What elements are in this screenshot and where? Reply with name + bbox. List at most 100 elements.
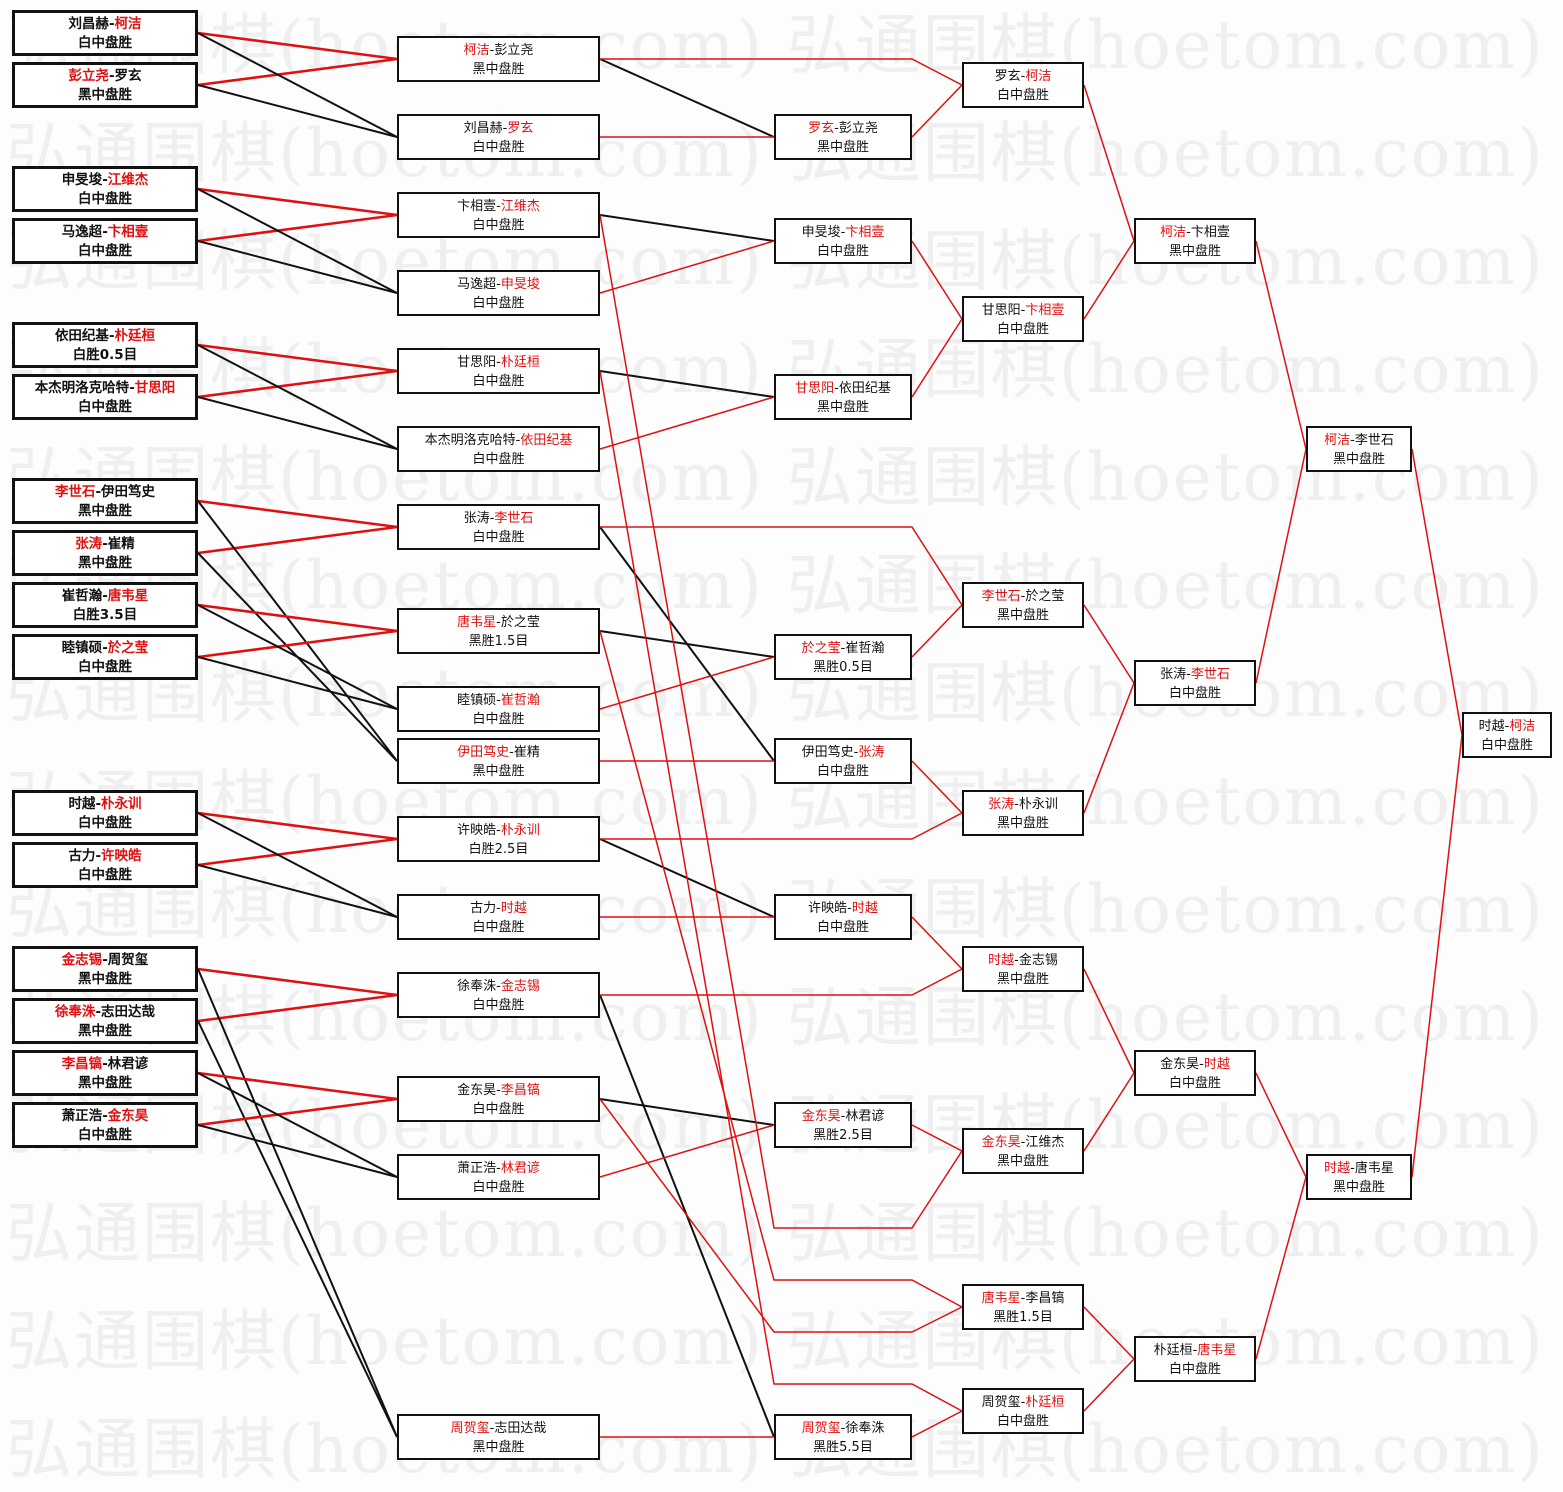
player-2: 时越 xyxy=(500,901,527,916)
winner-connector xyxy=(599,656,775,710)
match-players: 甘思阳-依田纪基 xyxy=(776,379,910,398)
separator: - xyxy=(1020,589,1026,604)
player-1: 李世石 xyxy=(981,589,1021,604)
match-result: 黑胜1.5目 xyxy=(468,634,529,649)
match-result: 白中盘胜 xyxy=(78,867,132,883)
loser-connector xyxy=(197,344,398,450)
player-2: 罗玄 xyxy=(114,68,142,84)
match-result: 白中盘胜 xyxy=(472,1102,525,1117)
player-1: 柯洁 xyxy=(463,43,490,58)
winner-connector xyxy=(911,916,963,970)
player-1: 古力 xyxy=(470,901,497,916)
winner-connector xyxy=(197,1097,398,1127)
match-players: 张涛-李世石 xyxy=(399,509,598,528)
winner-connector xyxy=(599,396,775,450)
match-players: 李世石-伊田笃史 xyxy=(15,483,195,502)
match-result: 黑中盘胜 xyxy=(78,555,132,571)
separator: - xyxy=(840,1109,846,1124)
player-1: 睦镇硕 xyxy=(457,693,497,708)
match-box: 周贺玺-志田达哉 黑中盘胜 xyxy=(397,1414,600,1460)
player-2: 卞相壹 xyxy=(1190,225,1230,240)
winner-connector xyxy=(911,604,963,658)
match-box: 李世石-於之莹 黑中盘胜 xyxy=(962,582,1084,628)
loser-connector xyxy=(197,84,398,138)
separator: - xyxy=(102,640,108,656)
match-result: 黑中盘胜 xyxy=(1332,1180,1385,1195)
player-2: 志田达哉 xyxy=(494,1421,547,1436)
player-2: 李世石 xyxy=(1190,667,1230,682)
match-players: 古力-时越 xyxy=(399,899,598,918)
match-players: 睦镇硕-崔哲瀚 xyxy=(399,691,598,710)
match-box: 罗玄-柯洁 白中盘胜 xyxy=(962,62,1084,108)
match-box: 柯洁-卞相壹 黑中盘胜 xyxy=(1134,218,1256,264)
match-players: 甘思阳-朴廷桓 xyxy=(399,353,598,372)
match-box: 金东昊-江维杰 黑中盘胜 xyxy=(962,1128,1084,1174)
match-players: 於之莹-崔哲瀚 xyxy=(776,639,910,658)
match-box: 甘思阳-依田纪基黑中盘胜 xyxy=(774,374,912,420)
separator: - xyxy=(95,848,102,864)
match-box: 时越-唐韦星 黑中盘胜 xyxy=(1306,1154,1412,1200)
player-2: 依田纪基 xyxy=(520,433,573,448)
winner-connector xyxy=(911,1124,963,1152)
player-1: 时越 xyxy=(988,953,1015,968)
winner-connector xyxy=(911,84,963,138)
winner-connector xyxy=(600,58,963,86)
match-result: 白中盘胜 xyxy=(78,659,132,675)
match-result: 黑中盘胜 xyxy=(816,400,869,415)
winner-connector xyxy=(1083,604,1135,684)
player-1: 徐奉洙 xyxy=(457,979,497,994)
player-1: 金东昊 xyxy=(981,1135,1021,1150)
match-players: 唐韦星-李昌镐 xyxy=(964,1289,1082,1308)
separator: - xyxy=(1020,1291,1026,1306)
match-result: 黑胜0.5目 xyxy=(813,660,873,675)
winner-connector xyxy=(1411,448,1463,736)
match-players: 徐奉洙-金志锡 xyxy=(399,977,598,996)
winner-connector xyxy=(1255,1176,1307,1360)
separator: - xyxy=(496,901,501,916)
match-players: 李昌镐-林君谚 xyxy=(15,1055,195,1074)
player-1: 柯洁 xyxy=(1160,225,1187,240)
player-1: 马逸超 xyxy=(457,277,497,292)
match-players: 马逸超-申旻埈 xyxy=(399,275,598,294)
match-players: 伊田笃史-崔精 xyxy=(399,743,598,762)
match-result: 黑中盘胜 xyxy=(996,1154,1049,1169)
player-2: 朴永训 xyxy=(500,823,540,838)
match-box: 卞相壹-江维杰 白中盘胜 xyxy=(397,192,600,238)
player-1: 李昌镐 xyxy=(61,1056,103,1072)
player-2: 申旻埈 xyxy=(500,277,540,292)
separator: - xyxy=(102,172,108,188)
separator: - xyxy=(1020,303,1026,318)
winner-connector xyxy=(1255,448,1307,684)
winner-connector xyxy=(1083,1358,1135,1412)
match-result: 黑中盘胜 xyxy=(78,503,132,519)
match-result: 白中盘胜 xyxy=(472,140,525,155)
match-box: 周贺玺-徐奉洙 黑胜5.5目 xyxy=(774,1414,912,1460)
separator: - xyxy=(847,901,852,916)
match-result: 白胜3.5目 xyxy=(72,607,138,623)
separator: - xyxy=(834,121,839,136)
winner-connector xyxy=(599,1098,963,1333)
match-box: 柯洁-李世石 黑中盘胜 xyxy=(1306,426,1412,472)
player-1: 许映皓 xyxy=(808,901,848,916)
player-1: 本杰明洛克哈特 xyxy=(424,433,516,448)
separator: - xyxy=(1350,433,1355,448)
match-players: 马逸超-卞相壹 xyxy=(15,223,195,242)
loser-connector xyxy=(197,240,398,294)
player-1: 金东昊 xyxy=(801,1109,841,1124)
separator: - xyxy=(95,484,102,500)
loser-connector xyxy=(599,370,775,398)
match-box: 罗玄-彭立尧 黑中盘胜 xyxy=(774,114,912,160)
player-2: 时越 xyxy=(1203,1057,1230,1072)
match-players: 刘昌赫-罗玄 xyxy=(399,119,598,138)
separator: - xyxy=(496,199,501,214)
match-box: 伊田笃史-张涛 白中盘胜 xyxy=(774,738,912,784)
match-result: 白中盘胜 xyxy=(472,218,525,233)
separator: - xyxy=(502,121,508,136)
player-2: 金东昊 xyxy=(107,1108,149,1124)
match-result: 黑中盘胜 xyxy=(78,1023,132,1039)
separator: - xyxy=(1199,1057,1204,1072)
separator: - xyxy=(95,796,102,812)
player-2: 卞相壹 xyxy=(845,225,885,240)
match-players: 许映皓-时越 xyxy=(776,899,910,918)
player-1: 朴廷桓 xyxy=(1153,1343,1193,1358)
